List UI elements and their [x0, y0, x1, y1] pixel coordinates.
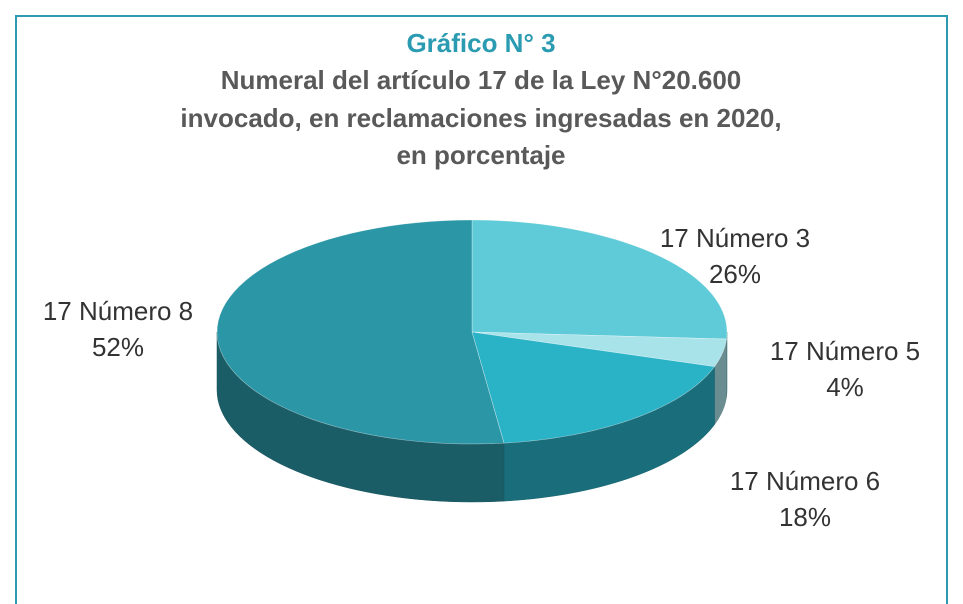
- slice-label: 17 Número 8: [43, 296, 193, 326]
- slice-label: 17 Número 6: [730, 466, 880, 496]
- slice: [216, 219, 505, 445]
- slice-value-label: 26%: [709, 259, 761, 289]
- frame: [15, 15, 948, 604]
- slice: [471, 331, 727, 367]
- slice-label: 17 Número 3: [660, 223, 810, 253]
- slice-label: 17 Número 5: [770, 336, 920, 366]
- chart-title: Gráfico N° 3: [406, 28, 555, 58]
- chart-subtitle: Numeral del artículo 17 de la Ley N°20.6…: [221, 65, 742, 95]
- chart-subtitle: en porcentaje: [396, 140, 565, 170]
- slice-value-label: 4%: [826, 372, 864, 402]
- slice: [471, 219, 728, 340]
- slice-value-label: 18%: [779, 502, 831, 532]
- slice: [471, 331, 716, 444]
- slice-value-label: 52%: [92, 332, 144, 362]
- chart-subtitle: invocado, en reclamaciones ingresadas en…: [180, 103, 781, 133]
